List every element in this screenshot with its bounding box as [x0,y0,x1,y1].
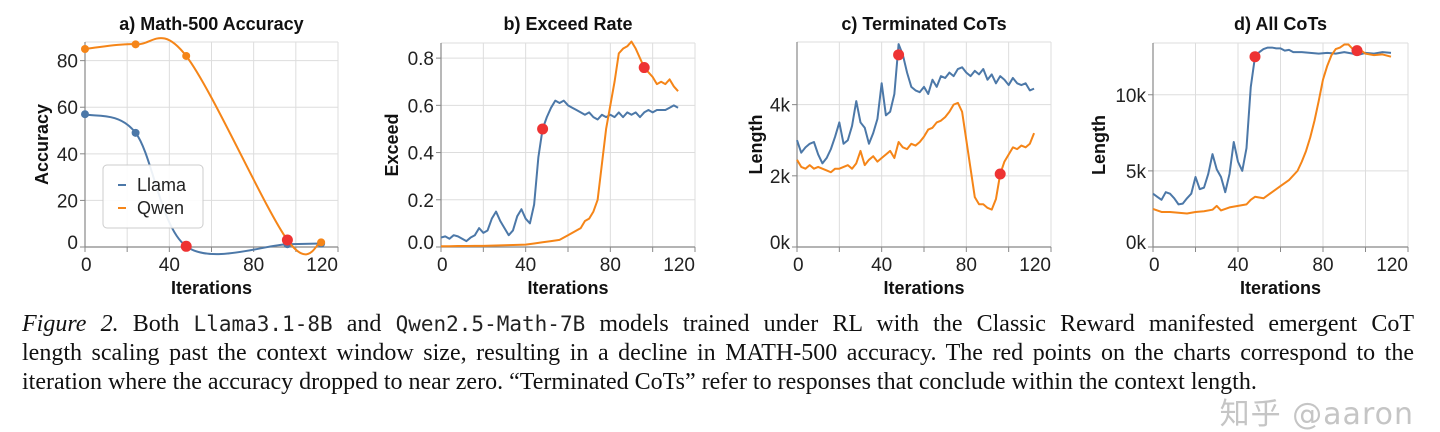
x-tick-label: 120 [1376,255,1408,276]
y-tick-label: 0k [1126,233,1147,254]
legend: Llama Qwen [102,164,204,229]
y-tick-label: 40 [57,145,78,166]
series-line-llama [440,99,679,243]
chart-title: c) Terminated CoTs [841,14,1006,34]
watermark: 知乎 @aaron [1219,397,1414,432]
caption-line-3: iteration where the accuracy dropped to … [22,369,1257,395]
y-tick-label: 80 [57,52,78,73]
x-tick-label: 120 [663,255,695,276]
y-tick-label: 2k [770,167,791,188]
x-tick-label: 40 [871,255,892,276]
caption-label: Figure 2. [22,311,119,337]
x-tick-label: 40 [515,255,536,276]
series-line-qwen [796,101,1035,211]
data-point-qwen [182,51,191,60]
chart-title: a) Math-500 Accuracy [119,14,303,34]
chart-title: d) All CoTs [1234,14,1327,34]
series-line-llama [796,43,1035,165]
y-tick-label: 5k [1126,162,1147,183]
y-tick-label: 0k [770,233,791,254]
x-tick-label: 120 [1019,255,1051,276]
x-tick-label: 0 [793,255,804,276]
caption-line-1: Figure 2. Both Llama3.1-8B and Qwen2.5-M… [22,310,1414,339]
y-tick-label: 4k [770,96,791,117]
y-axis-title: Length [1089,115,1109,175]
highlight-point [281,234,293,246]
caption-line-2: length scaling past the context window s… [22,340,1414,366]
chart-title: b) Exceed Rate [503,14,632,34]
y-tick-label: 60 [57,98,78,119]
y-tick-label: 20 [57,191,78,212]
x-tick-label: 0 [81,255,92,276]
chart-panel-c: 0 40 80 120 0k 2k 4k c) Terminated CoTs Iteratio… [746,14,1052,298]
y-tick-label: 0.2 [408,191,434,212]
caption-text: Both [118,311,194,337]
y-axis-title: Accuracy [32,104,52,185]
x-tick-label: 0 [1149,255,1160,276]
x-tick-label: 80 [1312,255,1333,276]
chart-panel-b: 0 40 80 120 0.0 0.2 0.4 0.6 0.8 b) Exceed Rate Ite… [382,14,696,298]
figure-panels: 0 40 80 120 0 20 40 60 80 a) Math-500 Accuracy Ite… [32,14,1409,298]
y-tick-label: 10k [1115,86,1146,107]
x-axis-title: Iterations [527,278,608,298]
highlight-point [994,168,1006,180]
caption-text: and [332,311,396,337]
highlight-point [638,62,650,74]
highlight-point [537,123,549,135]
x-axis-title: Iterations [171,278,252,298]
y-tick-label: 0.8 [408,49,434,70]
y-axis-title: Length [746,115,766,175]
series-line-qwen [84,37,322,256]
legend-label-llama: Llama [137,175,187,195]
legend-label-qwen: Qwen [137,198,184,218]
model-name-qwen: Qwen2.5-Math-7B [395,312,586,336]
y-tick-label: 0.6 [408,96,434,117]
x-axis-title: Iterations [883,278,964,298]
figure-caption: Figure 2. Both Llama3.1-8B and Qwen2.5-M… [22,310,1414,397]
legend-box [102,164,204,229]
x-tick-label: 80 [956,255,977,276]
caption-text: models trained under RL with the Classic… [585,311,1414,337]
data-point-llama [131,128,140,137]
series-line-qwen [441,40,679,248]
x-tick-label: 0 [437,255,448,276]
x-tick-label: 80 [600,255,621,276]
y-tick-label: 0 [67,233,78,254]
y-axis-title: Exceed [382,113,402,176]
highlight-point [180,240,192,252]
chart-panel-d: 0 40 80 120 0k 5k 10k d) All CoTs Iterations Leng… [1089,14,1409,298]
x-axis-title: Iterations [1240,278,1321,298]
x-tick-label: 40 [159,255,180,276]
series-line-llama [1152,46,1392,206]
x-tick-label: 80 [243,255,264,276]
highlight-point [893,49,905,61]
x-tick-label: 120 [306,255,338,276]
model-name-llama: Llama3.1-8B [193,312,333,336]
data-point-qwen [317,238,326,247]
y-tick-label: 0.0 [408,233,434,254]
y-tick-label: 0.4 [408,144,435,165]
data-point-llama [81,110,89,119]
highlight-point [1249,51,1261,63]
data-point-qwen [131,40,140,49]
highlight-point [1351,45,1363,57]
series-line-qwen [1152,43,1392,215]
data-point-qwen [81,44,89,53]
x-tick-label: 40 [1227,255,1248,276]
chart-panel-a: 0 40 80 120 0 20 40 60 80 a) Math-500 Accuracy Ite… [32,14,339,298]
